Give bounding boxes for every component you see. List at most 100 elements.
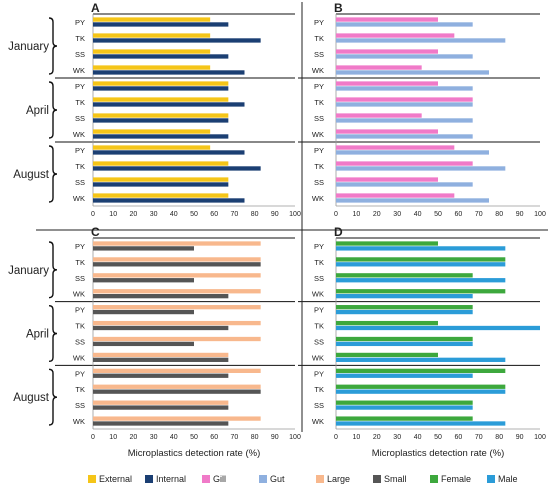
category-label: TK (314, 34, 324, 43)
category-label: TK (75, 98, 85, 107)
bar-gill (336, 33, 455, 38)
category-label: PY (75, 146, 85, 155)
x-tick-label: 20 (130, 434, 138, 441)
x-tick-label: 90 (516, 434, 524, 441)
bar-large (93, 305, 261, 310)
panel-letter: B (334, 1, 343, 15)
category-label: PY (75, 306, 85, 315)
legend-swatch (259, 475, 267, 483)
category-label: WK (73, 417, 85, 426)
x-tick-label: 10 (353, 211, 361, 218)
panel-letter: A (91, 1, 100, 15)
bar-gut (336, 150, 489, 155)
bar-internal (93, 182, 229, 187)
x-tick-label: 30 (150, 434, 158, 441)
bar-internal (93, 134, 229, 139)
bar-male (336, 405, 473, 410)
bar-large (93, 273, 261, 278)
x-tick-label: 70 (231, 434, 239, 441)
group-brace (48, 17, 58, 75)
category-label: SS (75, 178, 85, 187)
x-axis-label: Microplastics detection rate (%) (372, 448, 505, 459)
category-label: WK (312, 66, 324, 75)
bar-external (93, 81, 229, 86)
bar-large (93, 416, 261, 421)
bar-gut (336, 22, 473, 27)
bar-gill (336, 49, 438, 54)
bar-external (93, 129, 211, 134)
category-label: PY (75, 82, 85, 91)
bar-gut (336, 102, 473, 107)
x-tick-label: 0 (334, 211, 338, 218)
x-tick-label: 60 (455, 211, 463, 218)
x-tick-label: 0 (334, 434, 338, 441)
category-label: SS (75, 401, 85, 410)
bar-male (336, 325, 540, 331)
bar-gut (336, 166, 506, 171)
category-label: TK (314, 98, 324, 107)
legend-label: Large (327, 474, 350, 484)
bar-female (336, 320, 438, 326)
legend-label: Male (498, 474, 518, 484)
bar-large (93, 241, 261, 246)
x-tick-label: 40 (170, 211, 178, 218)
legend: External Internal Gill Gut Large Small Female M… (88, 474, 518, 484)
x-tick-label: 10 (109, 434, 117, 441)
bar-large (93, 289, 261, 294)
legend-label: Gut (270, 474, 285, 484)
bar-male (336, 373, 473, 378)
bar-internal (93, 118, 229, 123)
bar-gill (336, 65, 422, 70)
x-tick-label: 100 (534, 211, 546, 218)
x-tick-label: 0 (91, 211, 95, 218)
x-tick-label: 60 (455, 434, 463, 441)
bar-small (93, 341, 194, 347)
category-label: PY (314, 18, 324, 27)
x-tick-label: 30 (393, 434, 401, 441)
x-tick-label: 60 (210, 434, 218, 441)
bar-male (336, 341, 473, 347)
x-tick-label: 80 (495, 211, 503, 218)
group-label: January (8, 265, 49, 277)
bar-female (336, 368, 506, 373)
bar-internal (93, 70, 245, 75)
x-tick-label: 100 (289, 434, 301, 441)
bar-external (93, 113, 229, 118)
bar-gut (336, 54, 473, 59)
bar-small (93, 246, 194, 251)
bar-external (93, 193, 229, 198)
legend-swatch (373, 475, 381, 483)
x-tick-label: 20 (373, 211, 381, 218)
bar-large (93, 336, 261, 342)
category-label: SS (75, 274, 85, 283)
group-brace (48, 81, 58, 139)
category-label: PY (314, 306, 324, 315)
bar-gill (336, 97, 473, 102)
x-tick-label: 90 (516, 211, 524, 218)
category-label: SS (75, 50, 85, 59)
category-label: SS (314, 178, 324, 187)
category-label: SS (314, 50, 324, 59)
legend-swatch (202, 475, 210, 483)
x-tick-label: 80 (251, 434, 259, 441)
legend-label: Gill (213, 474, 226, 484)
x-tick-label: 100 (289, 211, 301, 218)
category-label: WK (73, 290, 85, 299)
panel-letter: C (91, 225, 100, 239)
bar-internal (93, 150, 245, 155)
panel-c: C PY TK SS WK January PY TK SS WK April PY TK SS WK Aug… (8, 225, 301, 459)
group-label: August (13, 169, 50, 181)
bar-external (93, 49, 211, 54)
bar-female (336, 416, 473, 421)
bar-male (336, 421, 506, 426)
bar-male (336, 278, 506, 283)
x-tick-label: 20 (130, 211, 138, 218)
panel-a: A PY TK SS WK January PY TK SS WK April PY TK SS WK Aug… (8, 1, 301, 218)
bar-male (336, 262, 506, 267)
group-brace (48, 368, 58, 426)
bar-gut (336, 86, 473, 91)
bar-large (93, 384, 261, 389)
bar-male (336, 309, 473, 315)
bar-external (93, 17, 211, 22)
bar-internal (93, 54, 229, 59)
